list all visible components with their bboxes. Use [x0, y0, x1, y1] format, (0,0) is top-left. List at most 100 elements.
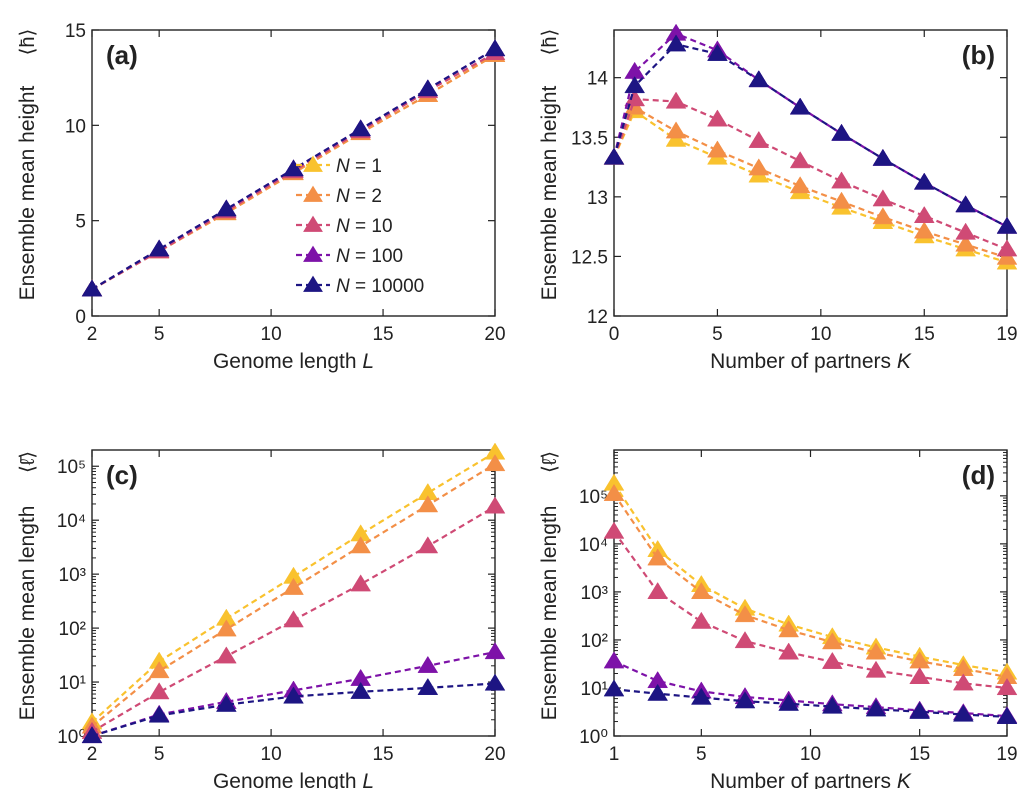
data-point — [778, 620, 800, 638]
data-point — [831, 191, 852, 209]
x-tick-label: 10 — [261, 324, 282, 345]
data-point — [690, 687, 712, 705]
legend-label: N = 10 — [336, 216, 393, 237]
x-axis-label: Number of partners K — [710, 770, 912, 789]
data-point — [484, 454, 506, 472]
plot-frame — [613, 29, 1008, 317]
data-point — [148, 661, 170, 679]
y-axis-label: Ensemble mean height — [16, 85, 39, 300]
legend-marker — [303, 155, 323, 172]
x-tick-label: 15 — [909, 744, 930, 765]
data-point — [821, 696, 843, 714]
series-line — [613, 493, 1008, 678]
series-line — [613, 530, 1008, 690]
data-point — [81, 279, 103, 297]
data-point — [996, 239, 1018, 257]
data-point — [350, 681, 372, 699]
data-point — [913, 221, 935, 239]
x-tick-label: 10 — [800, 744, 821, 765]
data-point — [690, 581, 712, 599]
x-tick-label: 20 — [484, 744, 505, 765]
y-tick-label: 5 — [75, 212, 86, 233]
x-tick-label: 15 — [372, 324, 393, 345]
y-tick-label: 13 — [587, 188, 608, 209]
x-tick-label: 15 — [914, 324, 935, 345]
x-tick-label: 10 — [261, 744, 282, 765]
data-point — [821, 632, 843, 650]
series-group — [81, 442, 506, 744]
series-line — [613, 688, 1008, 718]
legend-label: N = 10000 — [336, 276, 424, 297]
data-point — [624, 89, 646, 107]
data-point — [215, 646, 237, 664]
data-point — [484, 642, 506, 660]
data-point — [148, 682, 170, 700]
x-tick-label: 5 — [154, 324, 165, 345]
legend-marker — [303, 185, 323, 202]
data-point — [283, 577, 304, 595]
legend-item: N = 100 — [296, 245, 403, 267]
x-tick-label: 19 — [996, 744, 1017, 765]
data-point — [603, 147, 625, 165]
y-tick-label: 10² — [581, 631, 608, 652]
data-point — [417, 655, 439, 673]
x-tick-label: 2 — [87, 324, 98, 345]
x-tick-label: 10 — [810, 324, 831, 345]
data-point — [909, 701, 931, 719]
y-tick-label: 12.5 — [571, 247, 608, 268]
data-point — [624, 76, 646, 94]
legend-marker — [303, 275, 323, 292]
y-tick-label: 10⁴ — [57, 511, 86, 532]
data-point — [665, 91, 687, 109]
x-tick-label: 2 — [87, 744, 98, 765]
legend-label: N = 1 — [336, 156, 382, 177]
legend-item: N = 2 — [296, 185, 382, 207]
series-group — [603, 473, 1018, 724]
legend-label: N = 100 — [336, 246, 403, 267]
y-tick-label: 14 — [587, 69, 609, 90]
panel-label: (d) — [962, 460, 995, 490]
data-point — [996, 216, 1018, 234]
data-point — [778, 642, 800, 660]
y-tick-label: 10⁰ — [579, 727, 608, 748]
data-point — [350, 119, 372, 137]
data-point — [872, 207, 894, 225]
data-point — [996, 678, 1018, 696]
data-point — [748, 70, 770, 88]
data-point — [665, 34, 687, 52]
data-point — [748, 158, 770, 176]
y-axis-symbol: ⟨ℓ̄⟩ — [539, 451, 561, 473]
data-point — [952, 673, 974, 691]
data-point — [707, 140, 728, 158]
data-point — [955, 195, 976, 213]
y-tick-label: 10¹ — [581, 679, 608, 700]
data-point — [831, 171, 852, 189]
y-tick-label: 15 — [65, 21, 86, 42]
data-point — [484, 496, 506, 514]
data-point — [81, 726, 103, 744]
data-point — [283, 686, 304, 704]
data-point — [603, 521, 625, 539]
series-group — [603, 23, 1018, 270]
data-point — [665, 121, 687, 139]
panel-c: 2 5 10 15 20 10⁰ 10¹ 10² 10³ 10⁴ 10⁵ Genome length … — [16, 442, 506, 789]
panel-label: (b) — [962, 40, 995, 70]
data-point — [707, 109, 728, 127]
series-line — [612, 105, 1008, 259]
data-point — [865, 660, 887, 678]
y-tick-label: 12 — [587, 307, 608, 328]
y-tick-label: 0 — [75, 307, 86, 328]
data-point — [215, 694, 237, 712]
data-point — [603, 483, 625, 501]
y-tick-label: 10¹ — [59, 673, 86, 694]
data-point — [865, 642, 887, 660]
data-point — [778, 693, 800, 711]
y-tick-label: 10⁰ — [57, 727, 86, 748]
x-tick-label: 5 — [696, 744, 707, 765]
data-point — [690, 611, 712, 629]
legend-marker — [303, 215, 323, 232]
data-point — [647, 581, 669, 599]
series-line — [613, 482, 1008, 674]
